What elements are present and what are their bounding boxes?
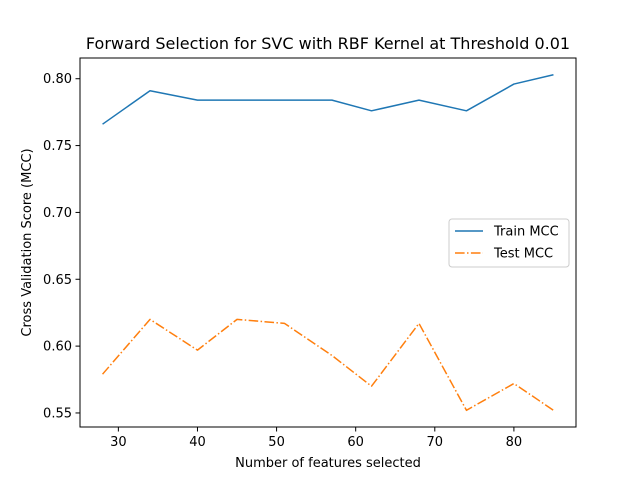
x-tick-label: 80 (506, 435, 523, 450)
series-line-train-mcc (102, 73, 554, 125)
y-tick-label: 0.80 (43, 72, 72, 87)
x-tick-label: 40 (189, 435, 206, 450)
legend-label-test-mcc: Test MCC (493, 247, 553, 262)
legend: Train MCC Test MCC (448, 218, 570, 268)
legend-label-train-mcc: Train MCC (493, 225, 559, 240)
plot-area: 30 40 50 60 70 80 0.55 0.60 0.65 0.70 0.75 0.80 (43, 57, 577, 450)
y-tick-label: 0.65 (43, 273, 72, 288)
x-tick-label: 50 (268, 435, 285, 450)
chart-title: Forward Selection for SVC with RBF Kerne… (86, 34, 570, 53)
y-tick-label: 0.60 (43, 340, 72, 355)
y-tick-label: 0.75 (43, 139, 72, 154)
x-tick-label: 30 (110, 435, 127, 450)
x-axis-ticks: 30 40 50 60 70 80 (110, 427, 522, 450)
series-line-test-mcc (101, 318, 554, 412)
x-tick-label: 70 (427, 435, 444, 450)
series-layer (101, 73, 554, 412)
x-tick-label: 60 (347, 435, 364, 450)
x-axis-label: Number of features selected (235, 456, 421, 471)
y-tick-label: 0.55 (43, 406, 72, 421)
axes-frame (79, 57, 577, 428)
y-tick-label: 0.70 (43, 206, 72, 221)
y-axis-ticks: 0.55 0.60 0.65 0.70 0.75 0.80 (43, 72, 80, 421)
y-axis-label: Cross Validation Score (MCC) (20, 148, 35, 336)
